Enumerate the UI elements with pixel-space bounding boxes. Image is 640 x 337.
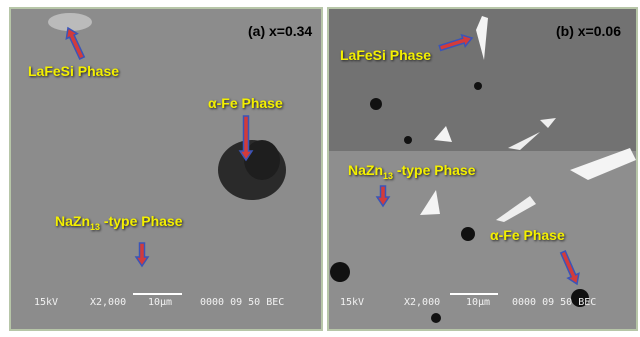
label-part: -type Phase xyxy=(100,213,183,229)
alpha-fe-particle xyxy=(370,98,382,110)
alpha-fe-particle xyxy=(330,262,350,282)
label: LaFeSi Phase xyxy=(28,63,119,79)
label-subscript: 13 xyxy=(383,171,393,181)
footer-text: 0000 09 50 BEC xyxy=(200,297,284,308)
alpha-fe-particle xyxy=(244,140,280,180)
footer-text: 15kV xyxy=(340,297,364,308)
bright-region xyxy=(48,13,92,31)
figure: (a) x=0.34 LaFeSi Phase α-Fe Phase NaZn1… xyxy=(0,0,640,337)
alpha-fe-particle xyxy=(474,82,482,90)
panel-tag: (a) x=0.34 xyxy=(248,23,312,39)
footer-text: 15kV xyxy=(34,297,58,308)
label: α-Fe Phase xyxy=(208,95,283,111)
footer-text: X2,000 xyxy=(404,297,440,308)
alpha-fe-particle xyxy=(431,313,441,323)
panel-b: (b) x=0.06 LaFeSi Phase α-Fe Phase NaZn1… xyxy=(328,8,637,330)
footer-text: 10μm xyxy=(466,297,490,308)
alpha-fe-particle xyxy=(404,136,412,144)
label: α-Fe Phase xyxy=(490,227,565,243)
label-part: NaZn xyxy=(348,162,383,178)
footer-text: 10μm xyxy=(148,297,172,308)
footer-text: X2,000 xyxy=(90,297,126,308)
panel-tag: (b) x=0.06 xyxy=(556,23,621,39)
label-part: -type Phase xyxy=(393,162,476,178)
label: LaFeSi Phase xyxy=(340,47,431,63)
label-subscript: 13 xyxy=(90,222,100,232)
alpha-fe-particle xyxy=(461,227,475,241)
label-part: NaZn xyxy=(55,213,90,229)
footer-text: 0000 09 50 BEC xyxy=(512,297,596,308)
panel-a: (a) x=0.34 LaFeSi Phase α-Fe Phase NaZn1… xyxy=(10,8,322,330)
